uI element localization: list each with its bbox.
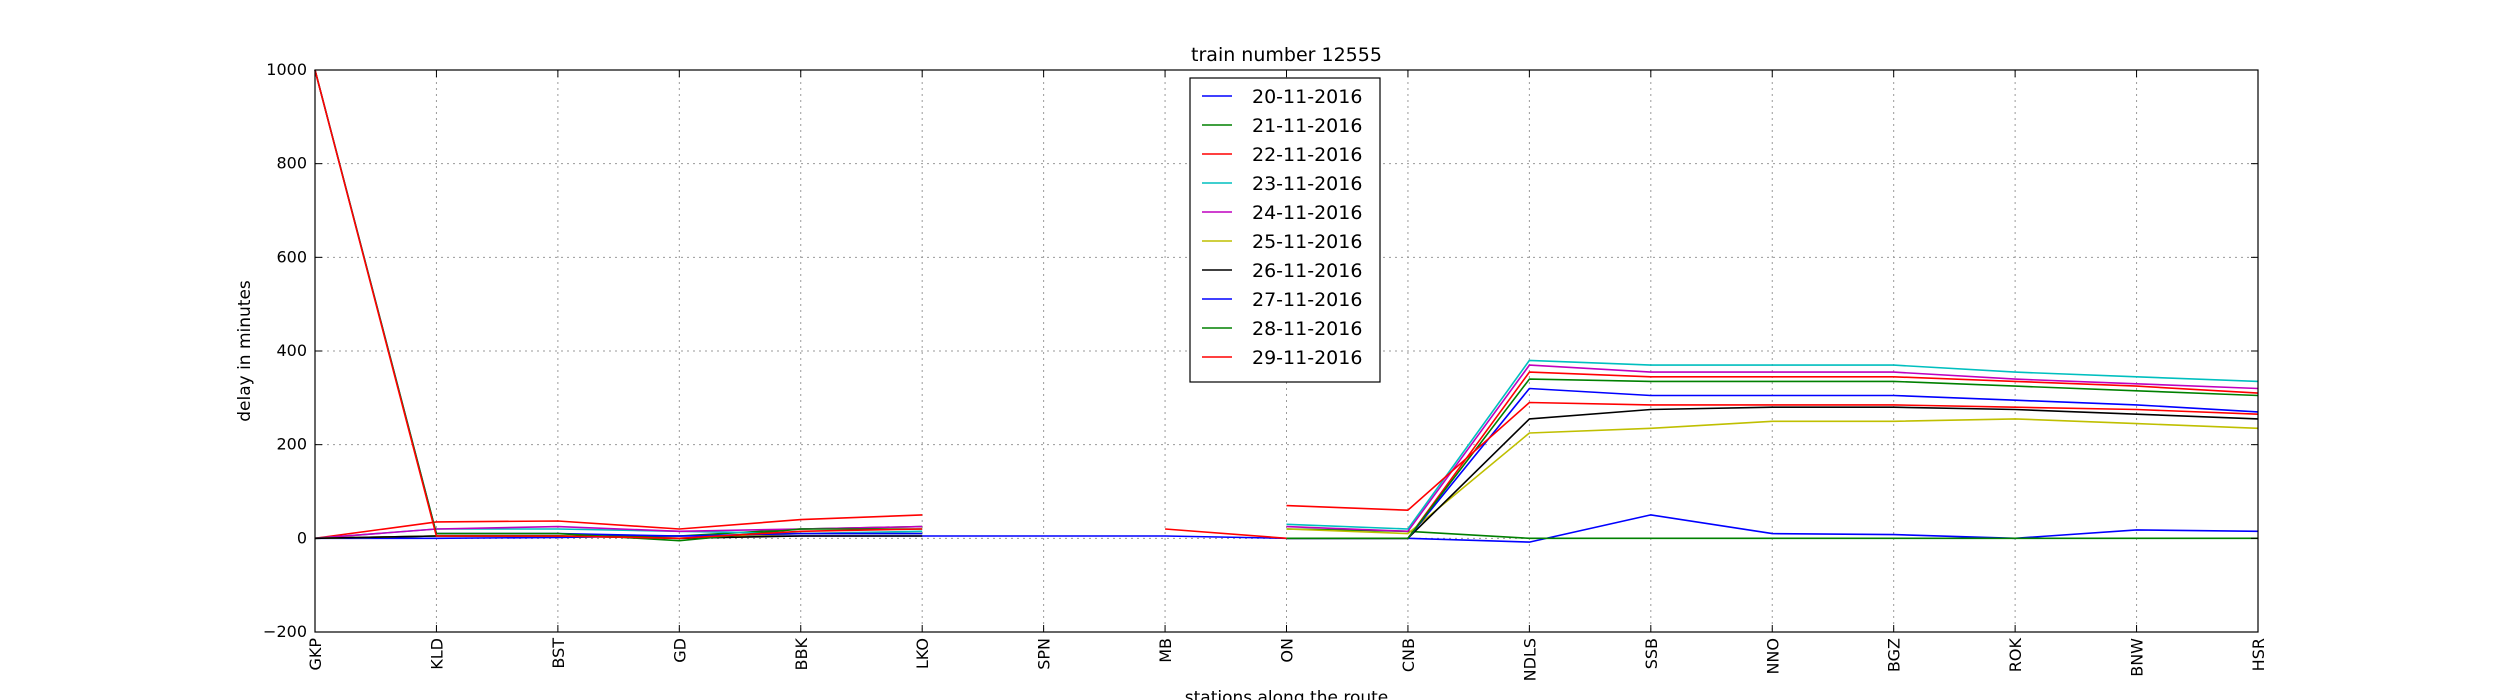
x-tick-label: MB <box>1156 638 1175 663</box>
legend-box <box>1189 77 1381 383</box>
x-tick-label: BGZ <box>1885 638 1904 672</box>
y-tick-label: 200 <box>276 435 307 454</box>
series-lines <box>314 69 2259 543</box>
y-tick-label: −200 <box>263 622 307 641</box>
x-axis-ticks: GKP KLD BST GD BBK LKO SPN MB ON CNB NDLS SSB NNO BGZ… <box>306 70 2268 681</box>
x-tick-label: HSR <box>2249 638 2268 671</box>
x-tick-label: BST <box>549 638 568 669</box>
y-tick-label: 800 <box>276 154 307 173</box>
y-tick-label: 400 <box>276 341 307 360</box>
chart-title: train number 12555 <box>1191 44 1382 66</box>
legend-entry: 28-11-2016 <box>1252 318 1362 340</box>
legend-entry: 26-11-2016 <box>1252 260 1362 282</box>
x-tick-label: ON <box>1278 638 1297 663</box>
y-tick-label: 0 <box>297 528 307 547</box>
legend-entry: 27-11-2016 <box>1252 289 1362 311</box>
x-tick-label: LKO <box>913 638 932 669</box>
legend-entry: 22-11-2016 <box>1252 144 1362 166</box>
series-line <box>314 69 2259 540</box>
legend: 20-11-2016 21-11-2016 22-11-2016 23-11-2016… <box>1189 77 1381 383</box>
legend-entry: 20-11-2016 <box>1252 86 1362 108</box>
series-line <box>314 364 2259 540</box>
x-tick-label: SPN <box>1035 638 1054 670</box>
legend-entry: 21-11-2016 <box>1252 115 1362 137</box>
x-tick-label: SSB <box>1642 638 1661 669</box>
legend-entry: 25-11-2016 <box>1252 231 1362 253</box>
legend-entry: 29-11-2016 <box>1252 347 1362 369</box>
y-tick-label: 1000 <box>266 60 307 79</box>
y-axis-label: delay in minutes <box>235 280 255 422</box>
y-tick-label: 600 <box>276 247 307 266</box>
x-tick-label: NDLS <box>1520 638 1539 681</box>
x-tick-label: GKP <box>306 638 325 671</box>
legend-entry: 24-11-2016 <box>1252 202 1362 224</box>
x-tick-label: CNB <box>1399 638 1418 672</box>
x-tick-label: BBK <box>792 638 811 671</box>
y-axis-ticks: −200 0 200 400 600 800 1000 <box>263 60 2258 641</box>
x-tick-label: KLD <box>427 638 446 670</box>
x-tick-label: ROK <box>2006 637 2025 672</box>
x-tick-label: GD <box>670 638 689 663</box>
x-tick-label: BNW <box>2128 638 2147 677</box>
x-axis-label: stations along the route <box>1185 688 1389 700</box>
x-tick-label: NNO <box>1763 638 1782 675</box>
legend-entry: 23-11-2016 <box>1252 173 1362 195</box>
